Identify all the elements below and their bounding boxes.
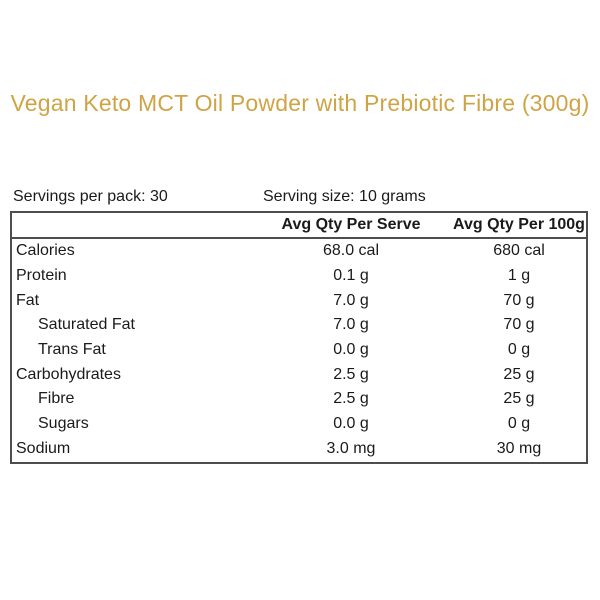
nutrient-qty-per-serve: 68.0 cal xyxy=(322,242,380,260)
table-body: Calories 68.0 cal 680 cal Protein 0.1 g 1 g Fa… xyxy=(12,239,586,461)
nutrient-qty-per-serve: 7.0 g xyxy=(333,291,369,309)
table-row: Sugars 0.0 g 0 g xyxy=(12,412,586,437)
nutrient-qty-per-serve: 0.0 g xyxy=(333,415,369,433)
servings-per-pack-text: Servings per pack: 30 xyxy=(13,188,168,205)
nutrient-qty-per-100g: 25 g xyxy=(503,365,535,383)
nutrient-qty-per-serve: 2.5 g xyxy=(333,390,369,408)
nutrient-qty-per-serve: 0.1 g xyxy=(333,267,369,285)
nutrient-qty-per-100g: 680 cal xyxy=(493,242,545,260)
product-title: Vegan Keto MCT Oil Powder with Prebiotic… xyxy=(10,90,590,116)
nutrient-qty-per-100g: 0 g xyxy=(507,415,531,433)
nutrient-label: Fat xyxy=(16,291,40,309)
nutrient-label: Calories xyxy=(16,242,75,260)
nutrient-label: Sugars xyxy=(38,415,89,433)
table-row: Fat 7.0 g 70 g xyxy=(12,288,586,313)
serving-info: Servings per pack: 30 Serving size: 10 g… xyxy=(0,188,600,208)
nutrient-label: Trans Fat xyxy=(38,341,106,359)
table-row: Calories 68.0 cal 680 cal xyxy=(12,239,586,264)
table-header-per-serve: Avg Qty Per Serve xyxy=(281,216,421,233)
table-row: Saturated Fat 7.0 g 70 g xyxy=(12,313,586,338)
nutrient-qty-per-serve: 7.0 g xyxy=(333,316,369,334)
nutrition-table: Avg Qty Per Serve Avg Qty Per 100g Calor… xyxy=(10,211,588,464)
nutrient-label: Sodium xyxy=(16,439,71,457)
nutrient-qty-per-100g: 70 g xyxy=(503,291,535,309)
serving-size-text: Serving size: 10 grams xyxy=(263,188,426,205)
nutrient-qty-per-serve: 3.0 mg xyxy=(326,439,376,457)
nutrient-label: Saturated Fat xyxy=(38,316,135,334)
table-row: Trans Fat 0.0 g 0 g xyxy=(12,338,586,363)
nutrient-qty-per-100g: 1 g xyxy=(507,267,531,285)
table-header-row: Avg Qty Per Serve Avg Qty Per 100g xyxy=(12,213,586,239)
nutrient-label: Fibre xyxy=(38,390,75,408)
nutrient-qty-per-100g: 70 g xyxy=(503,316,535,334)
table-header-per-100g: Avg Qty Per 100g xyxy=(453,216,585,233)
nutrient-label: Protein xyxy=(16,267,67,285)
nutrient-qty-per-serve: 0.0 g xyxy=(333,341,369,359)
nutrient-label: Carbohydrates xyxy=(16,365,121,383)
nutrient-qty-per-serve: 2.5 g xyxy=(333,365,369,383)
nutrient-qty-per-100g: 0 g xyxy=(507,341,531,359)
nutrient-qty-per-100g: 30 mg xyxy=(496,439,542,457)
table-row: Fibre 2.5 g 25 g xyxy=(12,387,586,412)
table-row: Sodium 3.0 mg 30 mg xyxy=(12,437,586,462)
nutrient-qty-per-100g: 25 g xyxy=(503,390,535,408)
table-row: Protein 0.1 g 1 g xyxy=(12,264,586,289)
table-row: Carbohydrates 2.5 g 25 g xyxy=(12,362,586,387)
